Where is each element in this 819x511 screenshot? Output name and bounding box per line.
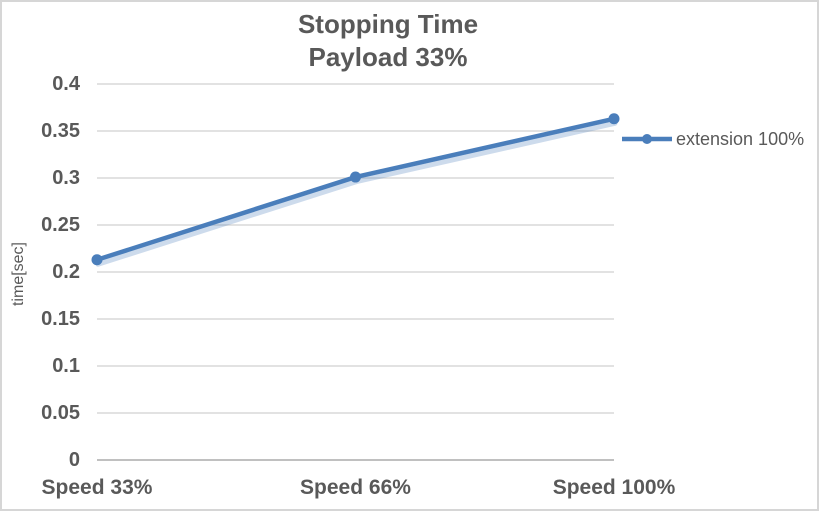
y-tick-label: 0.2 [52, 261, 80, 283]
chart-title: Stopping Time [297, 9, 479, 39]
y-tick-label: 0.4 [52, 73, 80, 95]
data-point-marker [350, 171, 361, 183]
x-category-label: Speed 66% [300, 476, 411, 499]
chart-title-block: Stopping Time Payload 33% [2, 8, 774, 74]
y-tick-label: 0 [68, 449, 80, 471]
y-tick-label: 0.05 [41, 402, 80, 424]
y-tick-label: 0.1 [52, 355, 80, 377]
data-point-marker [608, 113, 620, 125]
series-line-shadow [95, 120, 618, 267]
legend-line-marker-icon [622, 134, 672, 144]
legend-label: extension 100% [676, 129, 805, 149]
y-tick-label: 0.35 [41, 120, 80, 142]
y-tick-label: 0.15 [41, 308, 80, 330]
y-tick-label: 0.3 [52, 167, 80, 189]
data-point-marker [91, 254, 103, 266]
y-tick-label: 0.25 [41, 214, 80, 236]
chart-subtitle: Payload 33% [308, 42, 468, 72]
legend: extension 100% [621, 128, 804, 150]
x-category-label: Speed 100% [552, 476, 676, 499]
x-category-label: Speed 33% [41, 476, 153, 499]
